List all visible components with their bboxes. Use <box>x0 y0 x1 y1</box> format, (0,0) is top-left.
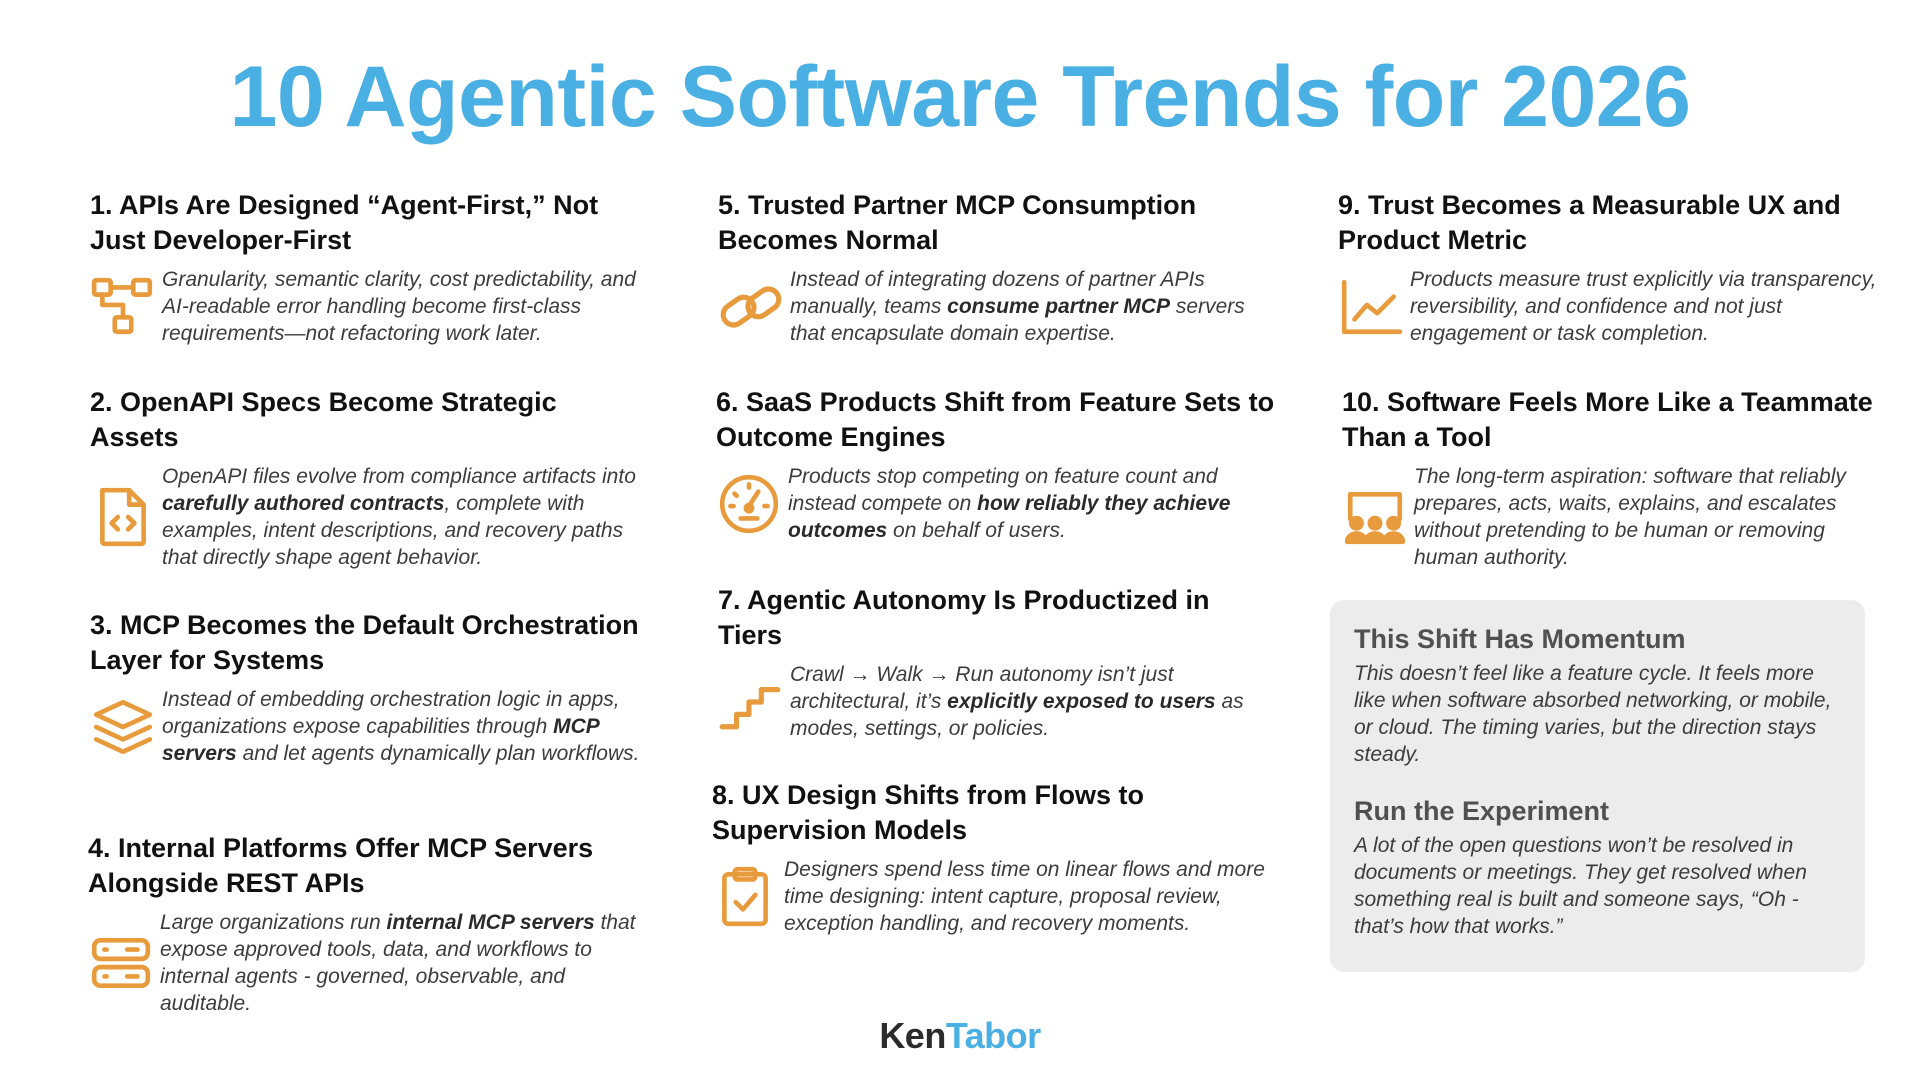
brand-first: Ken <box>879 1015 946 1056</box>
trend-description: Instead of integrating dozens of partner… <box>790 266 1278 347</box>
trend-description: Products measure trust explicitly via tr… <box>1410 266 1878 347</box>
trend-title: 2. OpenAPI Specs Become Strategic Assets <box>90 387 557 452</box>
trend-3: 3. MCP Becomes the Default Orchestration… <box>90 608 650 767</box>
gauge-icon <box>716 471 788 537</box>
flow-chart-icon <box>90 274 162 340</box>
trend-7: 7. Agentic Autonomy Is Productized in Ti… <box>718 583 1278 742</box>
emphasis-text: MCP servers <box>162 715 599 765</box>
momentum-text: This doesn’t feel like a feature cycle. … <box>1354 662 1832 766</box>
trend-title: 8. UX Design Shifts from Flows to Superv… <box>712 780 1145 845</box>
page-title: 10 Agentic Software Trends for 2026 <box>229 49 1691 145</box>
trend-description: Instead of embedding orchestration logic… <box>162 686 650 767</box>
emphasis-text: consume partner MCP <box>947 295 1171 318</box>
trend-4: 4. Internal Platforms Offer MCP Servers … <box>88 831 653 1017</box>
trend-title: 9. Trust Becomes a Measurable UX and Pro… <box>1338 190 1841 255</box>
description-text: The long-term aspiration: software that … <box>1414 465 1846 569</box>
code-file-icon <box>90 484 162 550</box>
trend-title: 6. SaaS Products Shift from Feature Sets… <box>716 387 1275 452</box>
trend-description: Large organizations run internal MCP ser… <box>160 909 653 1017</box>
trend-1: 1. APIs Are Designed “Agent-First,” Not … <box>90 188 650 347</box>
momentum-heading: This Shift Has Momentum <box>1354 624 1686 654</box>
server-icon <box>88 930 160 996</box>
brand-second: Tabor <box>945 1015 1041 1056</box>
description-text: Crawl → Walk → Run autonomy isn’t just a… <box>790 663 1174 713</box>
trend-9: 9. Trust Becomes a Measurable UX and Pro… <box>1338 188 1878 347</box>
link-icon <box>718 274 790 340</box>
trend-5: 5. Trusted Partner MCP Consumption Becom… <box>718 188 1278 347</box>
trend-description: Crawl → Walk → Run autonomy isn’t just a… <box>790 661 1278 742</box>
clipboard-check-icon <box>712 864 784 930</box>
experiment-heading: Run the Experiment <box>1354 796 1610 826</box>
description-text: as modes, settings, or policies. <box>790 690 1244 740</box>
layers-icon <box>90 694 162 760</box>
emphasis-text: carefully authored contracts <box>162 492 445 515</box>
description-text: Instead of integrating dozens of partner… <box>790 268 1205 318</box>
description-text: OpenAPI files evolve from compliance art… <box>162 465 636 488</box>
stairs-icon <box>718 669 790 735</box>
trend-description: The long-term aspiration: software that … <box>1414 463 1882 571</box>
trend-8: 8. UX Design Shifts from Flows to Superv… <box>712 778 1277 937</box>
trend-title: 3. MCP Becomes the Default Orchestration… <box>90 610 639 675</box>
description-text: Designers spend less time on linear flow… <box>784 858 1265 935</box>
experiment-text: A lot of the open questions won’t be res… <box>1354 834 1807 938</box>
emphasis-text: explicitly exposed to users <box>947 690 1216 713</box>
trend-description: OpenAPI files evolve from compliance art… <box>162 463 650 571</box>
description-text: servers that encapsulate domain expertis… <box>790 295 1245 345</box>
trend-title: 10. Software Feels More Like a Teammate … <box>1342 387 1873 452</box>
trend-title: 4. Internal Platforms Offer MCP Servers … <box>88 833 594 898</box>
trend-description: Granularity, semantic clarity, cost pred… <box>162 266 650 347</box>
line-chart-icon <box>1338 274 1410 340</box>
trend-title: 7. Agentic Autonomy Is Productized in Ti… <box>718 585 1210 650</box>
trend-description: Designers spend less time on linear flow… <box>784 856 1277 937</box>
description-text: Granularity, semantic clarity, cost pred… <box>162 268 636 345</box>
description-text: Products stop competing on feature count… <box>788 465 1218 515</box>
description-text: Large organizations run <box>160 911 387 934</box>
emphasis-text: how reliably they achieve outcomes <box>788 492 1231 542</box>
team-presentation-icon <box>1342 484 1414 550</box>
trend-6: 6. SaaS Products Shift from Feature Sets… <box>716 385 1281 544</box>
emphasis-text: internal MCP servers <box>386 911 595 934</box>
description-text: that expose approved tools, data, and wo… <box>160 911 636 1015</box>
description-text: Products measure trust explicitly via tr… <box>1410 268 1877 345</box>
description-text: and let agents dynamically plan workflow… <box>236 742 640 765</box>
description-text: , complete with examples, intent descrip… <box>162 492 624 569</box>
brand-logo: KenTabor <box>0 1015 1920 1057</box>
description-text: on behalf of users. <box>887 519 1066 542</box>
trend-title: 1. APIs Are Designed “Agent-First,” Not … <box>90 190 599 255</box>
trend-2: 2. OpenAPI Specs Become Strategic Assets… <box>90 385 650 571</box>
trend-10: 10. Software Feels More Like a Teammate … <box>1342 385 1882 571</box>
description-text: Instead of embedding orchestration logic… <box>162 688 620 738</box>
trend-description: Products stop competing on feature count… <box>788 463 1281 544</box>
trend-title: 5. Trusted Partner MCP Consumption Becom… <box>718 190 1197 255</box>
momentum-panel: This Shift Has Momentum This doesn’t fee… <box>1330 600 1865 972</box>
